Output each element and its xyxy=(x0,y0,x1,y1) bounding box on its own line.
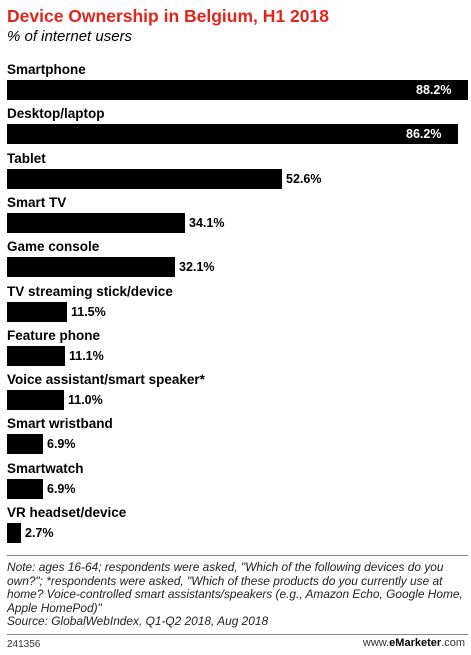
value-label: 52.6% xyxy=(286,171,322,186)
value-label: 32.1% xyxy=(179,260,215,275)
bar xyxy=(7,390,64,411)
category-label: TV streaming stick/device xyxy=(7,283,173,299)
note-text: Note: ages 16-64; respondents were asked… xyxy=(7,560,463,615)
chart-subtitle: % of internet users xyxy=(7,28,133,45)
footer-divider-bottom xyxy=(7,634,468,635)
bar xyxy=(7,434,43,455)
value-label: 34.1% xyxy=(189,215,225,230)
footer-divider xyxy=(7,555,468,556)
bar xyxy=(7,523,21,543)
chart-id: 241356 xyxy=(7,639,41,650)
brand-name: eMarketer xyxy=(389,637,442,649)
category-label: Smart TV xyxy=(7,194,67,210)
value-label: 11.1% xyxy=(69,348,104,363)
brand-suffix: .com xyxy=(441,637,465,649)
value-label: 86.2% xyxy=(406,127,442,142)
bar xyxy=(7,168,282,189)
footer-note: Note: ages 16-64; respondents were asked… xyxy=(7,560,467,629)
category-label: Smartwatch xyxy=(7,460,84,476)
bar xyxy=(7,124,458,145)
bar xyxy=(7,257,175,278)
bar xyxy=(7,478,43,499)
bar-chart: Smartphone 88.2% Desktop/laptop 86.2% Tablet… xyxy=(7,62,468,543)
category-label: Tablet xyxy=(7,150,46,166)
category-label: Game console xyxy=(7,239,100,255)
value-label: 88.2% xyxy=(416,83,452,97)
brand-logo: www.eMarketer.com xyxy=(363,637,465,649)
category-label: Feature phone xyxy=(7,327,101,343)
category-label: Voice assistant/smart speaker* xyxy=(7,372,205,388)
category-label: VR headset/device xyxy=(7,505,127,520)
chart-title: Device Ownership in Belgium, H1 2018 xyxy=(7,6,329,26)
value-label: 6.9% xyxy=(47,437,76,452)
value-label: 11.5% xyxy=(71,304,106,319)
value-label: 11.0% xyxy=(68,393,103,408)
source-text: Source: GlobalWebIndex, Q1-Q2 2018, Aug … xyxy=(7,614,269,629)
bar xyxy=(7,80,468,100)
bar xyxy=(7,301,67,322)
bar xyxy=(7,212,185,233)
brand-prefix: www. xyxy=(362,637,390,649)
value-label: 6.9% xyxy=(47,481,76,496)
value-label: 2.7% xyxy=(25,526,54,540)
category-label: Smartphone xyxy=(7,62,86,77)
category-label: Smart wristband xyxy=(7,416,113,432)
category-label: Desktop/laptop xyxy=(7,106,105,122)
bar xyxy=(7,345,65,366)
